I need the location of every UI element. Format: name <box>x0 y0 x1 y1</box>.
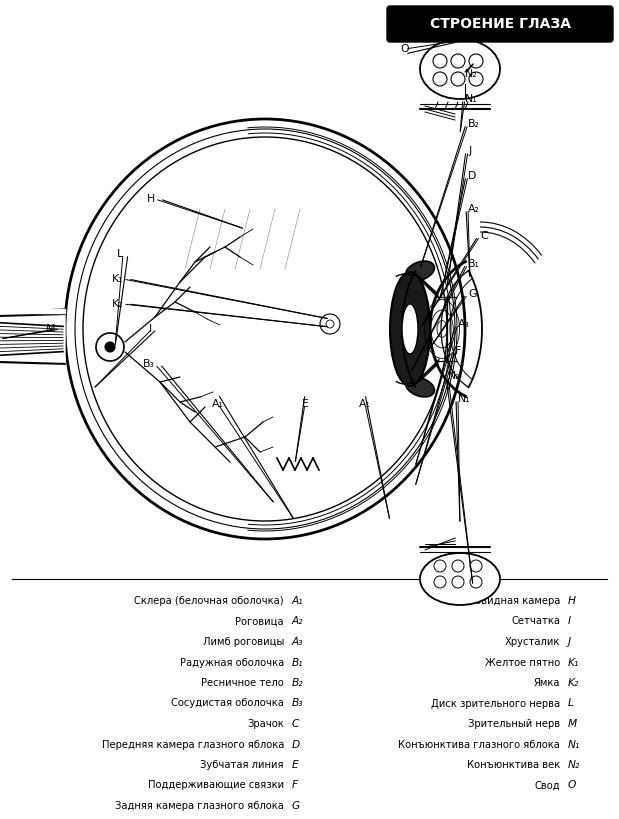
Ellipse shape <box>105 342 115 352</box>
Text: B₃: B₃ <box>143 359 155 369</box>
Polygon shape <box>0 314 65 364</box>
Text: A₁: A₁ <box>292 596 303 606</box>
Text: G: G <box>292 801 300 811</box>
Text: B₁: B₁ <box>292 658 303 667</box>
Text: Конъюнктива глазного яблока: Конъюнктива глазного яблока <box>398 740 560 749</box>
Text: N₂: N₂ <box>448 371 461 381</box>
Text: A₃: A₃ <box>292 637 303 647</box>
Text: D: D <box>292 740 300 749</box>
Text: H: H <box>147 194 155 204</box>
Text: Роговица: Роговица <box>235 617 284 627</box>
Ellipse shape <box>402 304 418 354</box>
Text: Зрачок: Зрачок <box>247 719 284 729</box>
Text: A₁: A₁ <box>212 399 224 409</box>
Text: H: H <box>568 596 576 606</box>
Polygon shape <box>0 365 65 369</box>
Text: Поддерживающие связки: Поддерживающие связки <box>148 781 284 790</box>
Text: Сосудистая оболочка: Сосудистая оболочка <box>171 699 284 708</box>
Ellipse shape <box>405 261 435 281</box>
Text: A₂: A₂ <box>468 204 480 214</box>
FancyBboxPatch shape <box>387 6 613 42</box>
Text: Свод: Свод <box>534 781 560 790</box>
Text: B₁: B₁ <box>468 259 480 269</box>
Text: A₃: A₃ <box>458 319 470 329</box>
Text: L: L <box>117 249 123 259</box>
Text: O: O <box>568 781 576 790</box>
Text: E: E <box>301 399 308 409</box>
Text: N₁: N₁ <box>568 740 580 749</box>
Text: F: F <box>455 346 461 356</box>
Text: G: G <box>468 289 477 299</box>
Text: K₂: K₂ <box>111 299 123 309</box>
Text: E: E <box>292 760 299 770</box>
Text: Желтое пятно: Желтое пятно <box>485 658 560 667</box>
Text: O: O <box>400 44 409 54</box>
Text: I: I <box>568 617 571 627</box>
Polygon shape <box>0 309 65 313</box>
Text: Зрительный нерв: Зрительный нерв <box>468 719 560 729</box>
Ellipse shape <box>390 272 430 386</box>
Text: Задняя камера глазного яблока: Задняя камера глазного яблока <box>115 801 284 811</box>
Ellipse shape <box>420 39 500 99</box>
Text: K₁: K₁ <box>111 274 123 284</box>
Text: F: F <box>292 781 298 790</box>
Text: B₃: B₃ <box>292 699 303 708</box>
Text: Диск зрительного нерва: Диск зрительного нерва <box>431 699 560 708</box>
Ellipse shape <box>420 553 500 605</box>
Text: Конъюнктива век: Конъюнктива век <box>467 760 560 770</box>
Text: Хрусталик: Хрусталик <box>504 637 560 647</box>
Text: Ресничное тело: Ресничное тело <box>201 678 284 688</box>
Text: Лимб роговицы: Лимб роговицы <box>202 637 284 647</box>
Text: Зубчатая линия: Зубчатая линия <box>201 760 284 770</box>
Text: B₂: B₂ <box>292 678 303 688</box>
Text: Сетчатка: Сетчатка <box>511 617 560 627</box>
Text: M: M <box>568 719 577 729</box>
Text: J: J <box>568 637 571 647</box>
Text: I: I <box>149 324 152 334</box>
Text: Радужная оболочка: Радужная оболочка <box>180 658 284 667</box>
Text: Ямка: Ямка <box>534 678 560 688</box>
Text: Стекловидная камера: Стекловидная камера <box>444 596 560 606</box>
Text: K₁: K₁ <box>568 658 579 667</box>
Text: D: D <box>468 171 477 181</box>
Text: L: L <box>568 699 574 708</box>
Ellipse shape <box>65 119 465 539</box>
Text: J: J <box>468 146 471 156</box>
Text: N₁: N₁ <box>458 394 470 404</box>
Text: N₂: N₂ <box>465 69 478 79</box>
Text: M: M <box>46 324 55 334</box>
Text: A₂: A₂ <box>292 617 303 627</box>
Text: Склера (белочная оболочка): Склера (белочная оболочка) <box>134 596 284 606</box>
Text: N₂: N₂ <box>568 760 580 770</box>
Text: C: C <box>292 719 300 729</box>
Text: N₁: N₁ <box>465 94 477 104</box>
Text: K₂: K₂ <box>568 678 579 688</box>
Ellipse shape <box>96 333 124 361</box>
Text: СТРОЕНИЕ ГЛАЗА: СТРОЕНИЕ ГЛАЗА <box>430 17 571 31</box>
Text: B₂: B₂ <box>468 119 480 129</box>
Text: C: C <box>480 231 488 241</box>
Text: A₁: A₁ <box>359 399 371 409</box>
Text: Передняя камера глазного яблока: Передняя камера глазного яблока <box>102 740 284 749</box>
Ellipse shape <box>405 377 435 397</box>
